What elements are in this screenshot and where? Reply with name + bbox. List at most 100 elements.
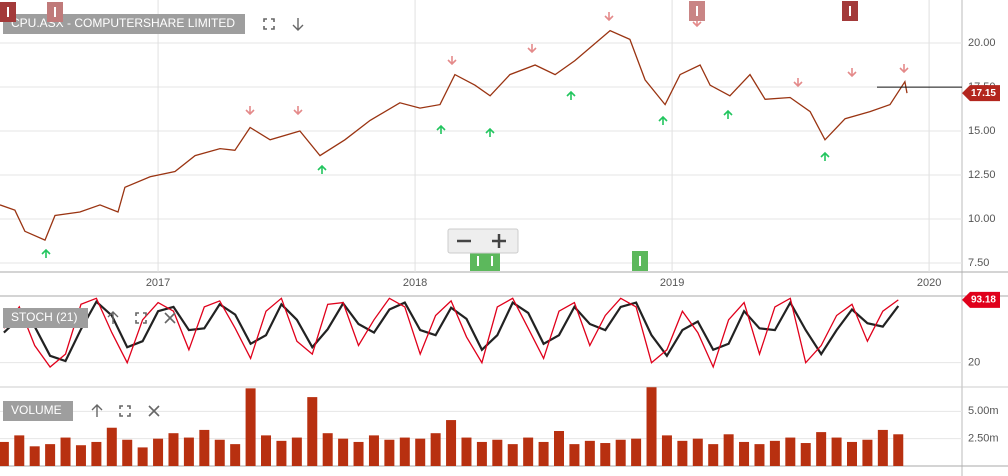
volume-bar	[353, 441, 364, 466]
last-value-tag	[962, 291, 1000, 308]
volume-bar	[45, 444, 56, 466]
x-tick-label: 2019	[660, 277, 684, 289]
y-tick-label: 2.50m	[968, 433, 999, 445]
last-value-label: 93.18	[971, 294, 996, 305]
volume-bar	[692, 438, 703, 466]
volume-bar	[646, 387, 657, 466]
volume-bar	[291, 437, 302, 466]
up-icon	[91, 404, 103, 417]
volume-bar	[538, 441, 549, 466]
volume-bar	[862, 439, 873, 466]
zoom-in	[492, 234, 506, 248]
expand-icon	[263, 18, 275, 30]
y-tick-label: 7.50	[968, 257, 989, 269]
buy-signal	[723, 109, 733, 119]
line-series	[3, 297, 899, 369]
sell-signal	[527, 44, 537, 54]
decorations	[0, 1, 909, 417]
volume-bar	[307, 397, 318, 466]
close-icon	[164, 312, 176, 324]
volume-bar	[368, 435, 379, 466]
up-icon	[107, 311, 119, 324]
y-tick-label: 15.00	[968, 125, 996, 137]
down-icon	[292, 18, 304, 31]
sell-signal	[793, 78, 803, 88]
volume-bar	[769, 440, 780, 466]
volume-bar	[631, 438, 642, 466]
last-value-label: 17.15	[971, 88, 996, 99]
title-tag	[3, 14, 245, 34]
x-tick-label: 2017	[146, 277, 170, 289]
volume-bar	[0, 441, 9, 466]
y-tick-label: 5.00m	[968, 405, 999, 417]
sell-signal	[899, 64, 909, 74]
line-series	[0, 29, 908, 241]
volume-bar	[399, 437, 410, 466]
volume-bar	[106, 427, 117, 466]
volume-bar	[122, 439, 133, 466]
volume-bar	[461, 437, 472, 466]
volume-bar	[584, 440, 595, 466]
line-series	[3, 299, 900, 363]
volume-bar	[877, 429, 888, 466]
buy-signal	[436, 124, 446, 134]
volume-bar	[214, 439, 225, 466]
sell-signal	[447, 56, 457, 66]
volume-bar	[322, 433, 333, 466]
volume-bar	[183, 437, 194, 466]
volume-bar	[446, 420, 457, 466]
volume-bar	[168, 433, 179, 466]
volume-bar	[708, 444, 719, 466]
y-tick-label: 20	[968, 357, 980, 369]
volume-bar	[91, 441, 102, 466]
buy-signal	[566, 90, 576, 100]
zoom-control	[447, 228, 519, 254]
volume-bar	[661, 435, 672, 466]
volume-bar	[677, 440, 688, 466]
buy-signal	[485, 127, 495, 137]
volume-bar	[600, 443, 611, 466]
volume-bar	[199, 429, 210, 466]
title-tag	[3, 308, 88, 328]
volume-bar	[893, 434, 904, 466]
volume-bar	[831, 437, 842, 466]
x-tick-label: 2018	[403, 277, 427, 289]
expand-icon	[119, 405, 131, 417]
volume-bar	[569, 444, 580, 466]
volume-bar	[276, 440, 287, 466]
close-icon	[148, 405, 160, 417]
volume-bar	[723, 434, 734, 466]
volume-bar	[153, 438, 164, 466]
y-tick-label: 20.00	[968, 37, 996, 49]
volume-bar	[261, 435, 272, 466]
x-tick-label: 2020	[917, 277, 941, 289]
last-value-tag	[962, 85, 1000, 102]
volume-bar	[29, 446, 40, 466]
panel-title: STOCH (21)	[11, 310, 77, 324]
sell-signal	[847, 68, 857, 78]
volume-bar	[800, 443, 811, 466]
volume-bar	[384, 439, 395, 466]
y-tick-label: 12.50	[968, 169, 996, 181]
volume-bar	[14, 435, 25, 466]
volume-bar	[60, 437, 71, 466]
sell-signal	[245, 106, 255, 116]
volume-bar	[75, 445, 86, 466]
y-tick-label: 10.00	[968, 213, 996, 225]
volume-bar	[554, 431, 565, 466]
volume-bar	[739, 441, 750, 466]
volume-bar	[476, 441, 487, 466]
panel-title: CPU.ASX - COMPUTERSHARE LIMITED	[11, 16, 235, 30]
volume-bar	[846, 441, 857, 466]
volume-bar	[230, 444, 241, 466]
title-tag	[3, 401, 73, 421]
volume-bar	[430, 433, 441, 466]
panel-title: VOLUME	[11, 403, 62, 417]
volume-bar	[785, 437, 796, 466]
volume-bar	[507, 444, 518, 466]
volume-bar	[754, 444, 765, 466]
buy-signal	[820, 151, 830, 161]
buy-signal	[41, 248, 51, 258]
